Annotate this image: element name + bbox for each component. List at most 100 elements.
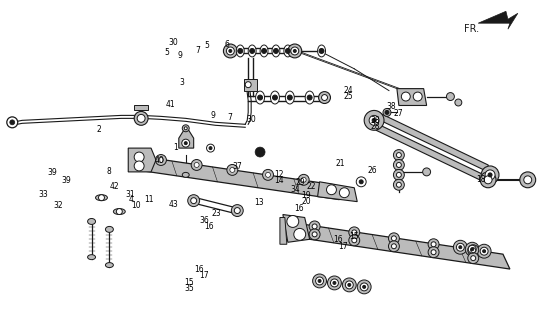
- Circle shape: [312, 232, 317, 237]
- Circle shape: [372, 118, 376, 122]
- Text: 4: 4: [128, 195, 133, 204]
- Polygon shape: [280, 218, 287, 244]
- Polygon shape: [374, 110, 490, 173]
- Text: 39: 39: [61, 176, 71, 185]
- Ellipse shape: [96, 195, 107, 201]
- Circle shape: [224, 44, 237, 58]
- Ellipse shape: [285, 91, 294, 104]
- Circle shape: [330, 279, 339, 287]
- Circle shape: [261, 48, 267, 53]
- Text: 7: 7: [227, 113, 232, 122]
- Circle shape: [319, 92, 330, 103]
- Circle shape: [363, 285, 366, 288]
- Circle shape: [356, 177, 366, 187]
- Circle shape: [352, 230, 357, 235]
- Text: 9: 9: [210, 111, 215, 120]
- Ellipse shape: [248, 45, 256, 57]
- Text: 15: 15: [349, 232, 359, 241]
- Circle shape: [447, 92, 454, 100]
- Text: 30: 30: [168, 38, 178, 47]
- Text: FR.: FR.: [464, 24, 480, 34]
- Circle shape: [313, 274, 327, 288]
- Text: 6: 6: [225, 40, 230, 49]
- Text: 16: 16: [294, 204, 303, 213]
- Circle shape: [394, 179, 404, 190]
- Circle shape: [394, 159, 404, 171]
- Polygon shape: [374, 122, 490, 185]
- Text: 24: 24: [344, 86, 354, 95]
- Circle shape: [471, 248, 476, 253]
- Circle shape: [396, 163, 401, 167]
- Circle shape: [483, 250, 485, 253]
- Text: 17: 17: [199, 271, 209, 280]
- Text: 17: 17: [339, 242, 348, 251]
- Circle shape: [209, 147, 212, 149]
- Text: 18: 18: [476, 174, 485, 184]
- Text: 42: 42: [110, 182, 119, 191]
- Polygon shape: [283, 214, 309, 242]
- Circle shape: [388, 233, 400, 244]
- Circle shape: [359, 180, 363, 184]
- Circle shape: [396, 172, 401, 177]
- Circle shape: [340, 188, 349, 198]
- Circle shape: [134, 152, 144, 162]
- Circle shape: [488, 173, 492, 177]
- Circle shape: [369, 116, 379, 125]
- Circle shape: [291, 47, 299, 55]
- Circle shape: [468, 245, 476, 253]
- Circle shape: [383, 108, 391, 116]
- Circle shape: [401, 92, 410, 101]
- Circle shape: [342, 278, 356, 292]
- Circle shape: [349, 227, 360, 238]
- Circle shape: [413, 92, 422, 101]
- Text: 21: 21: [335, 159, 345, 168]
- Polygon shape: [244, 79, 257, 91]
- Circle shape: [520, 172, 536, 188]
- Circle shape: [273, 48, 279, 53]
- Text: 41: 41: [166, 100, 176, 109]
- Ellipse shape: [105, 227, 113, 232]
- Circle shape: [309, 221, 320, 232]
- Circle shape: [364, 110, 384, 130]
- Polygon shape: [134, 106, 148, 110]
- Circle shape: [238, 48, 243, 53]
- Circle shape: [360, 283, 368, 291]
- Circle shape: [394, 149, 404, 161]
- Circle shape: [348, 284, 351, 286]
- Text: 5: 5: [205, 41, 210, 50]
- Circle shape: [431, 242, 436, 247]
- Text: 33: 33: [39, 190, 49, 199]
- Circle shape: [454, 240, 467, 254]
- Circle shape: [98, 195, 104, 201]
- Circle shape: [137, 114, 145, 122]
- Text: 38: 38: [387, 102, 396, 111]
- Text: 39: 39: [48, 168, 58, 177]
- Ellipse shape: [255, 91, 265, 104]
- Circle shape: [191, 198, 197, 204]
- Circle shape: [471, 248, 474, 251]
- Circle shape: [231, 204, 243, 217]
- Text: 12: 12: [274, 170, 284, 179]
- Circle shape: [116, 209, 122, 214]
- Text: 22: 22: [306, 181, 316, 190]
- Circle shape: [357, 280, 371, 294]
- Circle shape: [7, 117, 18, 128]
- Circle shape: [319, 48, 324, 53]
- Ellipse shape: [318, 45, 326, 57]
- Circle shape: [459, 246, 462, 249]
- Polygon shape: [179, 130, 194, 148]
- Circle shape: [288, 44, 302, 58]
- Text: 38: 38: [370, 116, 380, 125]
- Text: 14: 14: [274, 176, 284, 185]
- Circle shape: [229, 50, 232, 52]
- Circle shape: [234, 208, 240, 213]
- Circle shape: [315, 277, 323, 285]
- Circle shape: [471, 256, 476, 260]
- Ellipse shape: [237, 45, 244, 57]
- Circle shape: [524, 176, 532, 184]
- Circle shape: [294, 228, 306, 240]
- Circle shape: [307, 95, 312, 100]
- Circle shape: [385, 110, 389, 114]
- Text: 20: 20: [301, 197, 310, 206]
- Circle shape: [266, 172, 271, 177]
